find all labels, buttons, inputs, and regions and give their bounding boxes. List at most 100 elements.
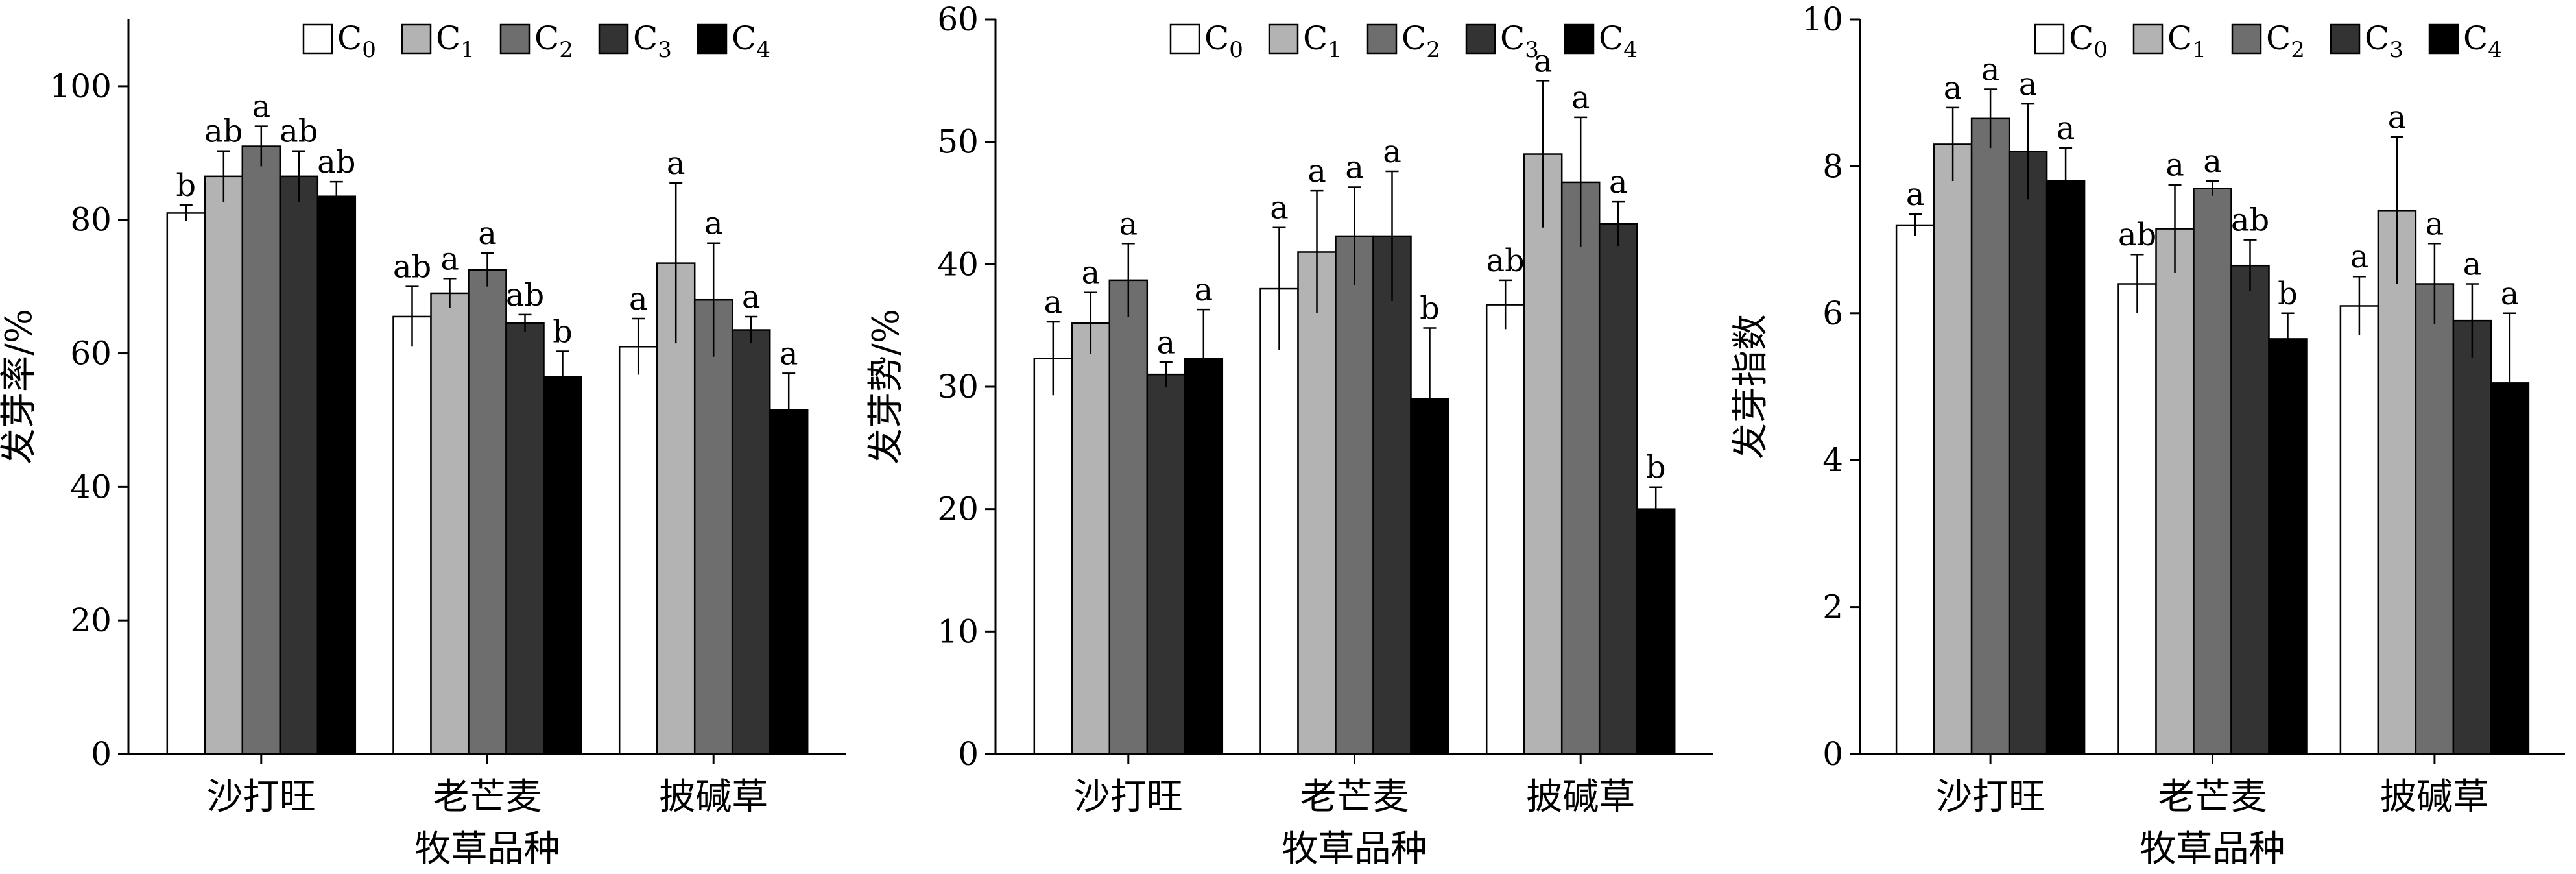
bar-C2 — [1560, 181, 1601, 755]
significance-label: a — [2426, 206, 2444, 242]
significance-label: ab — [2231, 202, 2269, 239]
legend-label-C0: C0 — [1204, 19, 1243, 63]
bar-C0 — [1033, 358, 1073, 755]
significance-label: ab — [506, 277, 544, 313]
y-tick-label: 50 — [937, 123, 979, 161]
bar-C1 — [430, 292, 470, 755]
y-tick-label: 2 — [1822, 589, 1843, 626]
legend-label-C3: C3 — [1500, 19, 1539, 63]
legend-label-C4: C4 — [2463, 19, 2502, 63]
significance-label: b — [176, 167, 196, 204]
significance-label: ab — [280, 114, 318, 150]
bar-C3 — [731, 329, 771, 755]
significance-label: a — [252, 89, 270, 125]
legend-swatch-C4 — [1564, 23, 1595, 55]
legend-label-C4: C4 — [1599, 19, 1638, 63]
bar-C3 — [505, 322, 545, 755]
bar-C3 — [2452, 319, 2492, 755]
x-category-label: 老芒麦 — [433, 776, 542, 818]
x-axis-title: 牧草品种 — [415, 828, 560, 870]
significance-label: ab — [317, 144, 355, 180]
bar-C1 — [1933, 143, 1973, 755]
legend-label-C2: C2 — [534, 19, 573, 63]
significance-label: a — [2057, 110, 2075, 147]
y-tick-label: 20 — [937, 491, 979, 528]
legend-label-C0: C0 — [2069, 19, 2108, 63]
y-axis-title: 发芽指数 — [1730, 314, 1772, 459]
x-category-label: 披碱草 — [1526, 776, 1635, 818]
significance-label: a — [1119, 206, 1138, 242]
x-category-label: 沙打旺 — [1074, 776, 1183, 818]
significance-label: a — [2203, 143, 2222, 180]
legend-swatch-C3 — [1465, 23, 1496, 55]
significance-label: a — [667, 145, 686, 182]
significance-label: a — [629, 281, 648, 317]
legend-swatch-C3 — [598, 23, 629, 55]
x-category-label: 沙打旺 — [1936, 776, 2045, 818]
bar-C3 — [279, 175, 319, 755]
significance-label: a — [2350, 239, 2369, 275]
bar-C3 — [1146, 373, 1186, 755]
significance-label: a — [742, 279, 761, 315]
legend-swatch-C4 — [697, 23, 728, 55]
y-tick-label: 10 — [1802, 1, 1843, 38]
bar-C3 — [2230, 264, 2270, 755]
significance-label: a — [1944, 70, 1962, 106]
legend-label-C2: C2 — [1401, 19, 1440, 63]
significance-label: a — [1345, 149, 1364, 186]
bar-C2 — [468, 269, 507, 755]
x-category-label: 披碱草 — [2380, 776, 2489, 818]
legend-swatch-C1 — [2132, 23, 2164, 55]
bar-C0 — [618, 346, 658, 755]
bar-C2 — [693, 298, 733, 755]
bar-C0 — [1895, 224, 1935, 755]
significance-label: b — [2278, 276, 2298, 312]
y-axis-title: 发芽势/% — [865, 309, 907, 465]
significance-label: ab — [2118, 217, 2156, 253]
bar-C4 — [543, 376, 582, 755]
x-category-label: 老芒麦 — [2158, 776, 2267, 818]
y-tick-label: 6 — [1822, 295, 1843, 332]
bar-C2 — [1335, 235, 1374, 755]
bar-C1 — [1297, 251, 1337, 755]
bar-C2 — [1970, 117, 2010, 755]
legend-swatch-C0 — [302, 23, 333, 55]
y-tick-label: 60 — [937, 1, 979, 38]
significance-label: a — [1981, 52, 2000, 88]
x-category-label: 沙打旺 — [207, 776, 316, 818]
legend-label-C3: C3 — [2365, 19, 2403, 63]
significance-label: a — [2019, 66, 2038, 103]
significance-label: a — [704, 206, 723, 242]
significance-label: a — [1307, 153, 1326, 189]
bar-C4 — [2268, 338, 2308, 755]
x-axis-title: 牧草品种 — [1282, 828, 1427, 870]
legend-swatch-C3 — [2330, 23, 2361, 55]
bar-C1 — [2155, 228, 2195, 755]
significance-label: a — [1534, 43, 1553, 79]
significance-label: a — [440, 241, 459, 277]
legend-label-C0: C0 — [337, 19, 376, 63]
legend: C0 C1 C2 C3 C4 — [302, 19, 770, 63]
y-tick-label: 40 — [937, 245, 979, 283]
bar-C2 — [241, 145, 281, 755]
significance-label: a — [2463, 247, 2482, 283]
y-tick-label: 10 — [937, 613, 979, 650]
bar-C1 — [204, 175, 244, 755]
bar-C0 — [1485, 304, 1525, 755]
x-category-label: 披碱草 — [659, 776, 768, 818]
y-tick-label: 30 — [937, 368, 979, 406]
significance-label: a — [1906, 176, 1925, 213]
bar-C2 — [2415, 283, 2455, 755]
bar-C4 — [1184, 358, 1224, 755]
bar-C4 — [316, 195, 357, 755]
y-axis-title: 发芽率/% — [0, 309, 40, 465]
bar-C4 — [769, 409, 809, 755]
legend-label-C1: C1 — [2167, 19, 2206, 63]
legend-swatch-C1 — [401, 23, 432, 55]
significance-label: ab — [204, 114, 243, 150]
y-tick-label: 60 — [70, 335, 112, 372]
significance-label: a — [1081, 255, 1100, 291]
bar-C2 — [2193, 188, 2232, 755]
